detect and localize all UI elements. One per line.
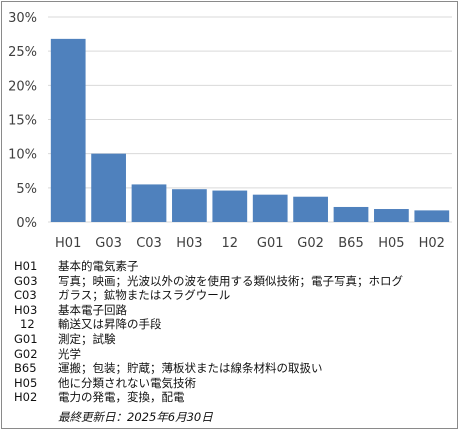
bar <box>131 184 167 222</box>
legend-row: 12 輸送又は昇降の手段 <box>14 317 454 332</box>
x-tick-label: G01 <box>257 236 284 251</box>
bar <box>293 196 328 222</box>
bar <box>172 189 207 222</box>
bar <box>91 153 126 222</box>
bar <box>414 210 450 222</box>
legend-row: H01 基本的電気素子 <box>14 259 454 274</box>
x-tick-label: H01 <box>55 236 81 251</box>
legend-desc: 輸送又は昇降の手段 <box>58 317 162 332</box>
legend-row: G01 測定；試験 <box>14 332 454 347</box>
x-tick-label: H02 <box>419 236 445 251</box>
bar-chart: 0% 5% 10% 15% 20% 25% 30% H01 G03 C03 H03 12 G01 G02… <box>8 11 452 251</box>
legend-code: B65 <box>14 361 37 376</box>
legend-row: H05 他に分類されない電気技術 <box>14 376 454 391</box>
legend-row: H03 基本電子回路 <box>14 303 454 318</box>
y-tick-label: 25% <box>8 45 37 60</box>
legend-row: B65 運搬；包装；貯蔵；薄板状または線条材料の取扱い <box>14 361 454 376</box>
y-tick-label: 15% <box>8 114 37 129</box>
bar <box>212 190 248 222</box>
x-tick-label: H05 <box>378 236 404 251</box>
bar <box>333 206 369 222</box>
legend-desc: 光学 <box>58 346 81 361</box>
y-tick-label: 20% <box>8 79 37 94</box>
x-tick-label: G02 <box>297 236 324 251</box>
legend-desc: 測定；試験 <box>58 331 116 346</box>
x-tick-label: 12 <box>222 236 239 251</box>
last-updated-note: 最終更新日：2025年6月30日 <box>58 410 213 424</box>
legend-desc: 基本電子回路 <box>58 302 127 317</box>
legend-desc: ガラス；鉱物またはスラグウール <box>58 288 231 303</box>
legend-row: C03 ガラス；鉱物またはスラグウール <box>14 288 454 303</box>
y-tick-label: 30% <box>8 11 37 26</box>
legend-code: G01 <box>14 331 38 346</box>
legend-code: G03 <box>14 273 38 288</box>
bar <box>50 38 86 222</box>
legend-code: C03 <box>14 288 37 303</box>
legend-code: H02 <box>14 390 38 405</box>
y-tick-label: 5% <box>16 182 37 197</box>
legend-desc: 電力の発電，変換，配電 <box>58 390 185 405</box>
legend-code: H05 <box>14 375 38 390</box>
y-axis-labels: 0% 5% 10% 15% 20% 25% 30% <box>8 11 37 231</box>
legend-code: H03 <box>14 302 38 317</box>
x-tick-label: B65 <box>338 236 363 251</box>
legend-desc: 基本的電気素子 <box>58 259 139 273</box>
bar <box>252 194 288 222</box>
x-axis-labels: H01 G03 C03 H03 12 G01 G02 B65 H05 H02 <box>55 236 445 251</box>
x-tick-label: G03 <box>95 236 122 251</box>
legend-row: G03 写真；映画；光波以外の波を使用する類似技術；電子写真；ホログ <box>14 274 454 289</box>
y-tick-label: 10% <box>8 148 37 163</box>
x-tick-label: H03 <box>176 236 202 251</box>
legend-desc: 運搬；包装；貯蔵；薄板状または線条材料の取扱い <box>58 361 323 376</box>
legend: H01 基本的電気素子 G03 写真；映画；光波以外の波を使用する類似技術；電子写真… <box>14 259 454 405</box>
bar <box>374 209 409 222</box>
y-tick-label: 0% <box>16 216 37 231</box>
legend-row: G02 光学 <box>14 347 454 362</box>
legend-code: 12 <box>20 317 35 332</box>
legend-desc: 写真；映画；光波以外の波を使用する類似技術；電子写真；ホログ <box>58 273 403 288</box>
legend-row: H02 電力の発電，変換，配電 <box>14 390 454 405</box>
legend-desc: 他に分類されない電気技術 <box>58 375 196 390</box>
legend-code: H01 <box>14 259 38 273</box>
legend-code: G02 <box>14 346 38 361</box>
bars <box>50 38 450 222</box>
x-tick-label: C03 <box>136 236 162 251</box>
